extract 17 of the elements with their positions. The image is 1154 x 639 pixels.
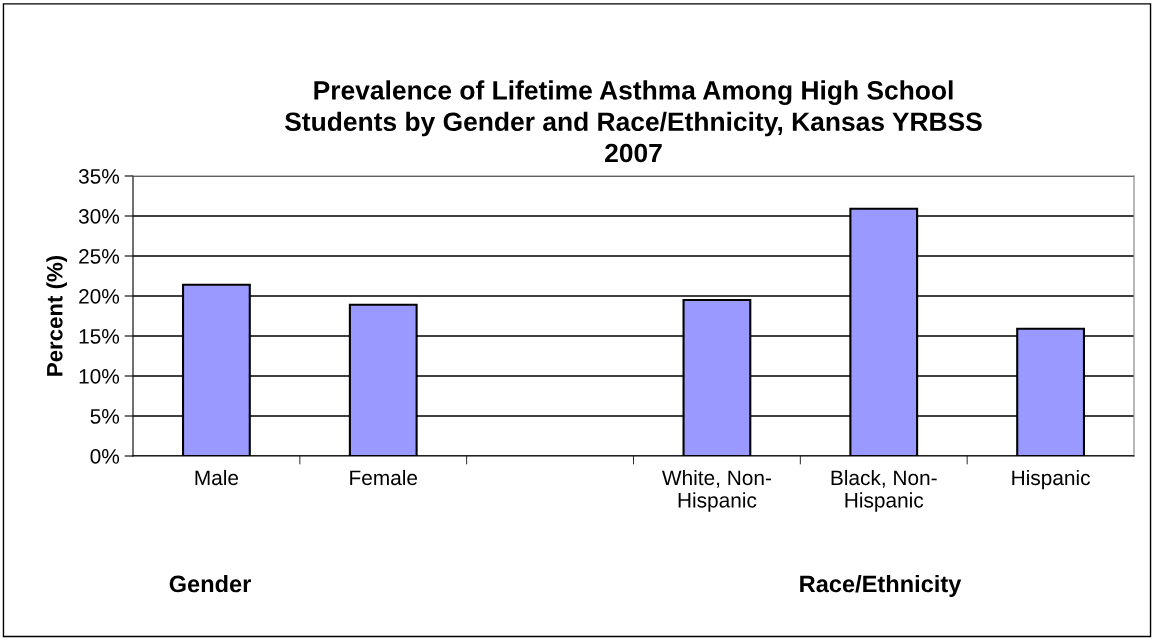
y-tick-label: 30% <box>78 209 120 224</box>
y-axis-title: Percent (%) <box>46 255 67 376</box>
x-tick-label: Black, Non- Hispanic <box>831 469 937 512</box>
x-tick-label: White, Non- Hispanic <box>662 469 771 512</box>
y-tick-label: 15% <box>79 329 120 344</box>
y-tick-label: 10% <box>79 369 120 384</box>
x-tick-label: Female <box>350 469 418 486</box>
x-tick-label: Male <box>195 469 239 486</box>
text: Race/Ethnicity <box>800 574 962 597</box>
y-tick-label: 25% <box>79 249 120 264</box>
text: Gender <box>169 574 251 593</box>
chart-title: Prevalence of Lifetime Asthma Among High School Students by Gender and Race/Ethnicity, Kansas YRBSS 2007 <box>285 80 982 163</box>
y-tick-label: 20% <box>79 289 120 304</box>
y-tick-label: 35% <box>78 169 120 184</box>
x-tick-label: Hispanic <box>1012 469 1090 490</box>
y-tick-label: 0% <box>90 449 120 464</box>
y-tick-label: 5% <box>90 409 120 424</box>
